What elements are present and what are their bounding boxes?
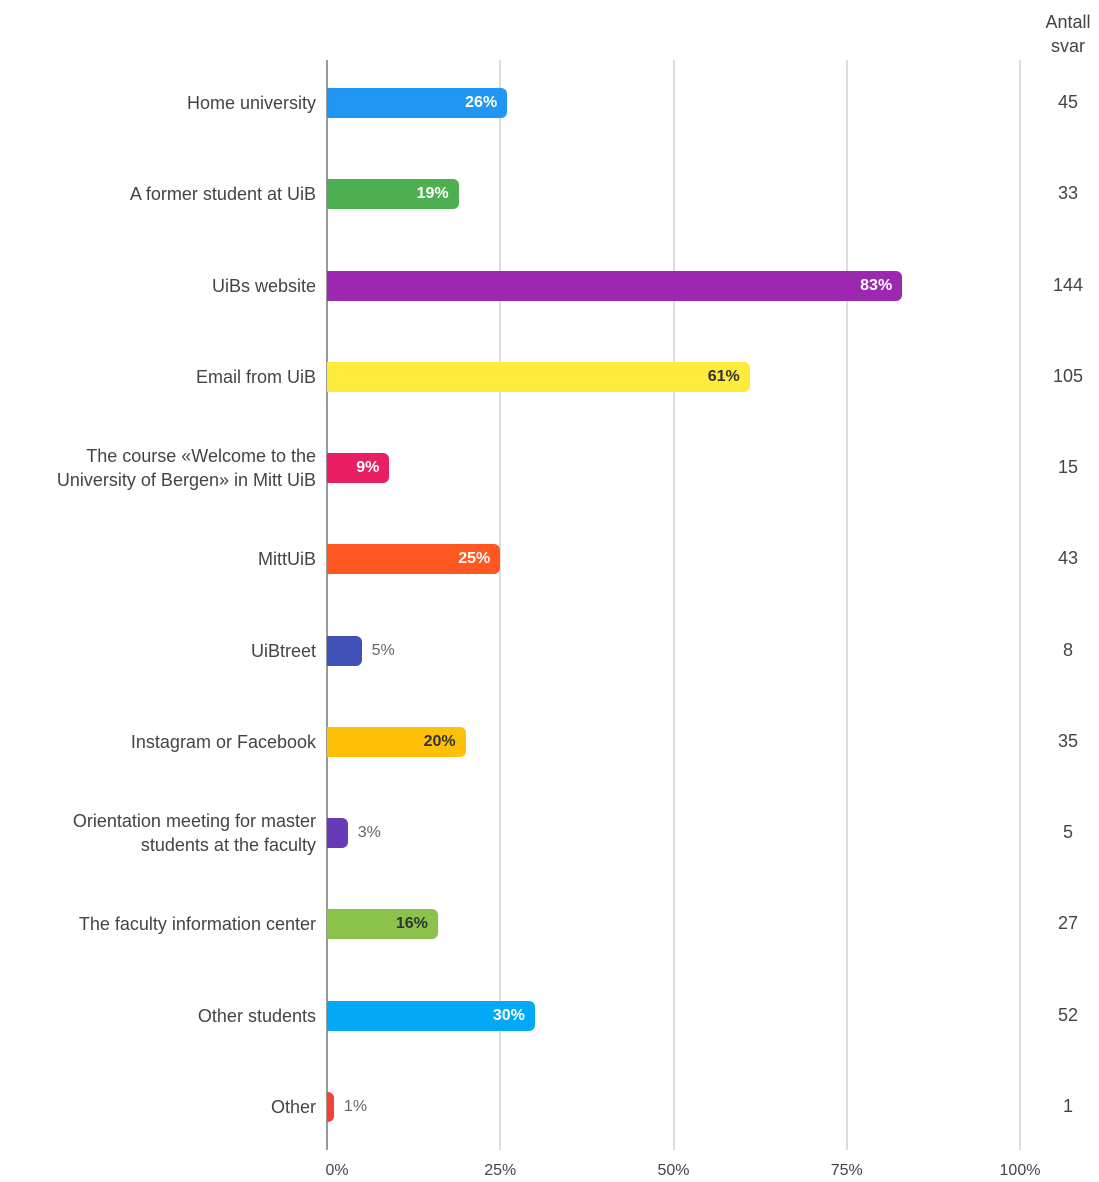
bar <box>327 635 362 666</box>
category-label: Instagram or Facebook <box>130 731 316 752</box>
count-label: 43 <box>1057 548 1079 569</box>
category-label: UiBtreet <box>250 640 316 661</box>
count-label: 5 <box>1062 822 1073 843</box>
category-label: Orientation meeting for master students … <box>72 811 316 856</box>
bar <box>327 1000 535 1031</box>
count-label: 52 <box>1057 1004 1079 1025</box>
grid-line <box>672 60 675 1150</box>
count-label: 35 <box>1057 730 1079 751</box>
x-tick-label: 100% <box>999 1162 1041 1179</box>
category-label: The course «Welcome to the University of… <box>56 446 316 491</box>
bar <box>327 818 348 849</box>
value-label: 20% <box>423 732 456 750</box>
grid-line <box>499 60 502 1150</box>
value-label: 19% <box>416 185 449 203</box>
value-label: 5% <box>371 641 395 659</box>
value-label: 9% <box>356 459 380 477</box>
value-label: 61% <box>707 367 740 385</box>
bar <box>327 1092 334 1122</box>
count-label: 1 <box>1062 1096 1073 1116</box>
x-tick-label: 0% <box>325 1162 349 1179</box>
count-label: 27 <box>1057 913 1079 934</box>
bar <box>327 544 501 575</box>
x-tick-label: 25% <box>484 1162 517 1179</box>
count-label: 33 <box>1057 183 1079 204</box>
count-label: 144 <box>1052 274 1084 295</box>
grid-line <box>326 60 328 1150</box>
count-label: 8 <box>1062 639 1073 660</box>
category-label: The faculty information center <box>78 914 316 935</box>
grid-line <box>845 60 848 1150</box>
value-label: 26% <box>465 94 498 111</box>
count-label: 15 <box>1057 457 1079 478</box>
category-label: A former student at UiB <box>129 184 316 205</box>
bar <box>327 270 903 301</box>
bar <box>327 361 750 392</box>
value-label: 25% <box>458 550 491 568</box>
category-label: MittUiB <box>258 549 316 570</box>
value-label: 83% <box>860 276 893 294</box>
category-label: Other <box>270 1097 316 1117</box>
value-label: 3% <box>357 824 381 842</box>
x-tick-label: 75% <box>830 1162 863 1179</box>
value-label: 30% <box>492 1006 525 1024</box>
bar <box>327 453 390 484</box>
value-label: 16% <box>395 915 428 933</box>
bar <box>327 726 466 757</box>
bar <box>327 179 459 210</box>
bar <box>327 88 508 118</box>
count-label: 45 <box>1057 92 1079 112</box>
category-label: UiBs website <box>211 275 316 296</box>
bar <box>327 909 438 940</box>
counts-title: Antall svar <box>1045 12 1091 56</box>
category-label: Home university <box>186 93 316 113</box>
category-label: Email from UiB <box>195 366 316 387</box>
grid-line <box>1019 60 1021 1150</box>
value-label: 1% <box>343 1098 368 1115</box>
category-label: Other students <box>197 1005 316 1026</box>
count-label: 105 <box>1052 365 1084 386</box>
x-tick-label: 50% <box>657 1162 690 1179</box>
